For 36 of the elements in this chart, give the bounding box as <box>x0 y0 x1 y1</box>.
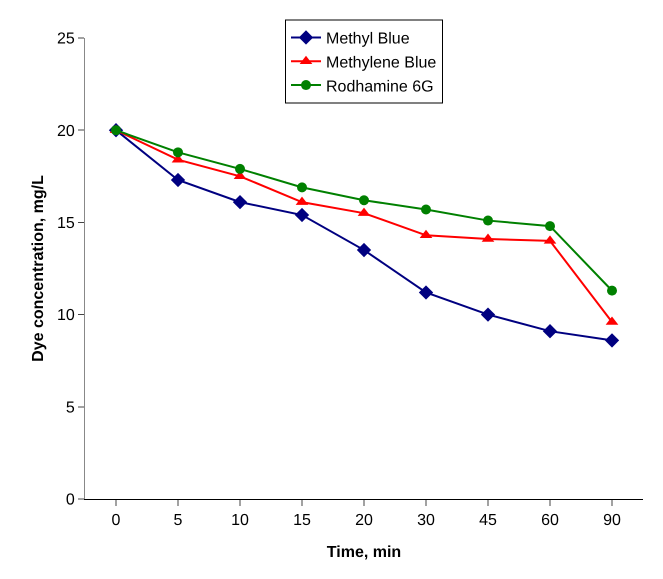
point <box>604 333 620 348</box>
y-tick-label: 25 <box>57 30 75 48</box>
point <box>294 208 310 222</box>
y-axis-title: Dye concentration, mg/L <box>30 174 47 362</box>
x-tick-label: 15 <box>293 512 311 530</box>
x-tick-label: 5 <box>174 512 183 530</box>
y-tick-label: 15 <box>57 215 75 232</box>
legend-label: Methyl Blue <box>326 30 410 48</box>
point <box>480 307 496 322</box>
legend-label: Methylene Blue <box>326 54 436 72</box>
x-tick-label: 0 <box>112 512 121 530</box>
x-tick-label: 60 <box>541 512 559 530</box>
y-tick-label: 20 <box>57 122 75 140</box>
x-tick-label: 30 <box>417 512 435 530</box>
y-tick-label: 10 <box>57 307 75 324</box>
x-tick-label: 90 <box>603 512 621 530</box>
point <box>483 216 493 226</box>
point <box>418 285 434 300</box>
point <box>170 172 186 188</box>
point <box>542 324 558 338</box>
point <box>173 147 183 158</box>
y-tick-label: 0 <box>66 492 75 509</box>
point <box>235 164 245 174</box>
point <box>232 194 248 210</box>
point <box>545 221 555 232</box>
legend-label: Rodhamine 6G <box>326 78 434 96</box>
x-tick-label: 20 <box>355 512 373 530</box>
y-tick-label: 5 <box>66 399 75 416</box>
x-axis-title: Time, min <box>326 544 402 561</box>
point <box>359 195 369 206</box>
point <box>297 182 307 192</box>
point <box>607 286 617 296</box>
x-tick-label: 10 <box>231 512 249 530</box>
point <box>421 204 431 214</box>
x-tick-label: 45 <box>479 512 497 530</box>
point <box>356 242 372 258</box>
